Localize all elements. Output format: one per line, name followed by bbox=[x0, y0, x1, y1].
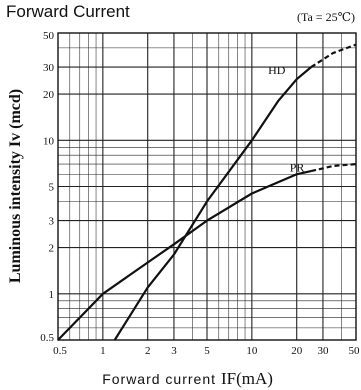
condition-label: (Ta = 25℃) bbox=[297, 10, 355, 24]
x-tick-label: 30 bbox=[317, 345, 329, 357]
x-tick-label: 20 bbox=[291, 345, 303, 357]
y-tick-label: 0.5 bbox=[40, 332, 54, 344]
y-tick-label: 20 bbox=[43, 89, 55, 101]
y-tick-label: 1 bbox=[49, 289, 55, 301]
series-line-hd-extrapolated bbox=[310, 43, 357, 69]
plot-frame bbox=[57, 32, 357, 341]
y-tick-label: 2 bbox=[49, 243, 55, 255]
y-axis-label: Luminous intensity Iv (mcd) bbox=[7, 89, 24, 283]
x-axis-label-symbol: IF(mA) bbox=[221, 369, 273, 388]
x-tick-label: 5 bbox=[204, 345, 210, 357]
x-tick-label: 1 bbox=[100, 345, 106, 357]
x-tick-label: 2 bbox=[145, 345, 151, 357]
series-line-hd bbox=[113, 66, 312, 341]
series-line-pr-extrapolated bbox=[310, 163, 357, 173]
x-axis-label-text: Forward current bbox=[102, 371, 216, 387]
y-tick-label: 3 bbox=[49, 216, 55, 228]
x-tick-label: 0.5 bbox=[53, 345, 67, 357]
y-tick-label: 50 bbox=[43, 30, 55, 42]
tick-labels: 0.5 1 2 3 5 10 20 30 50 0.5 1 2 3 5 10 20 30 50 bbox=[40, 30, 360, 357]
x-tick-label: 10 bbox=[246, 345, 258, 357]
chart-title: Forward Current bbox=[6, 2, 130, 21]
series-line-pr bbox=[57, 170, 312, 341]
y-tick-label: 5 bbox=[49, 182, 55, 194]
y-tick-label: 30 bbox=[43, 62, 55, 74]
series-label-pr: PR bbox=[290, 160, 305, 174]
y-tick-label: 10 bbox=[43, 135, 55, 147]
x-tick-label: 3 bbox=[171, 345, 177, 357]
x-tick-label: 50 bbox=[349, 345, 361, 357]
series-group: HD PR bbox=[57, 43, 357, 341]
series-label-hd: HD bbox=[268, 63, 286, 77]
